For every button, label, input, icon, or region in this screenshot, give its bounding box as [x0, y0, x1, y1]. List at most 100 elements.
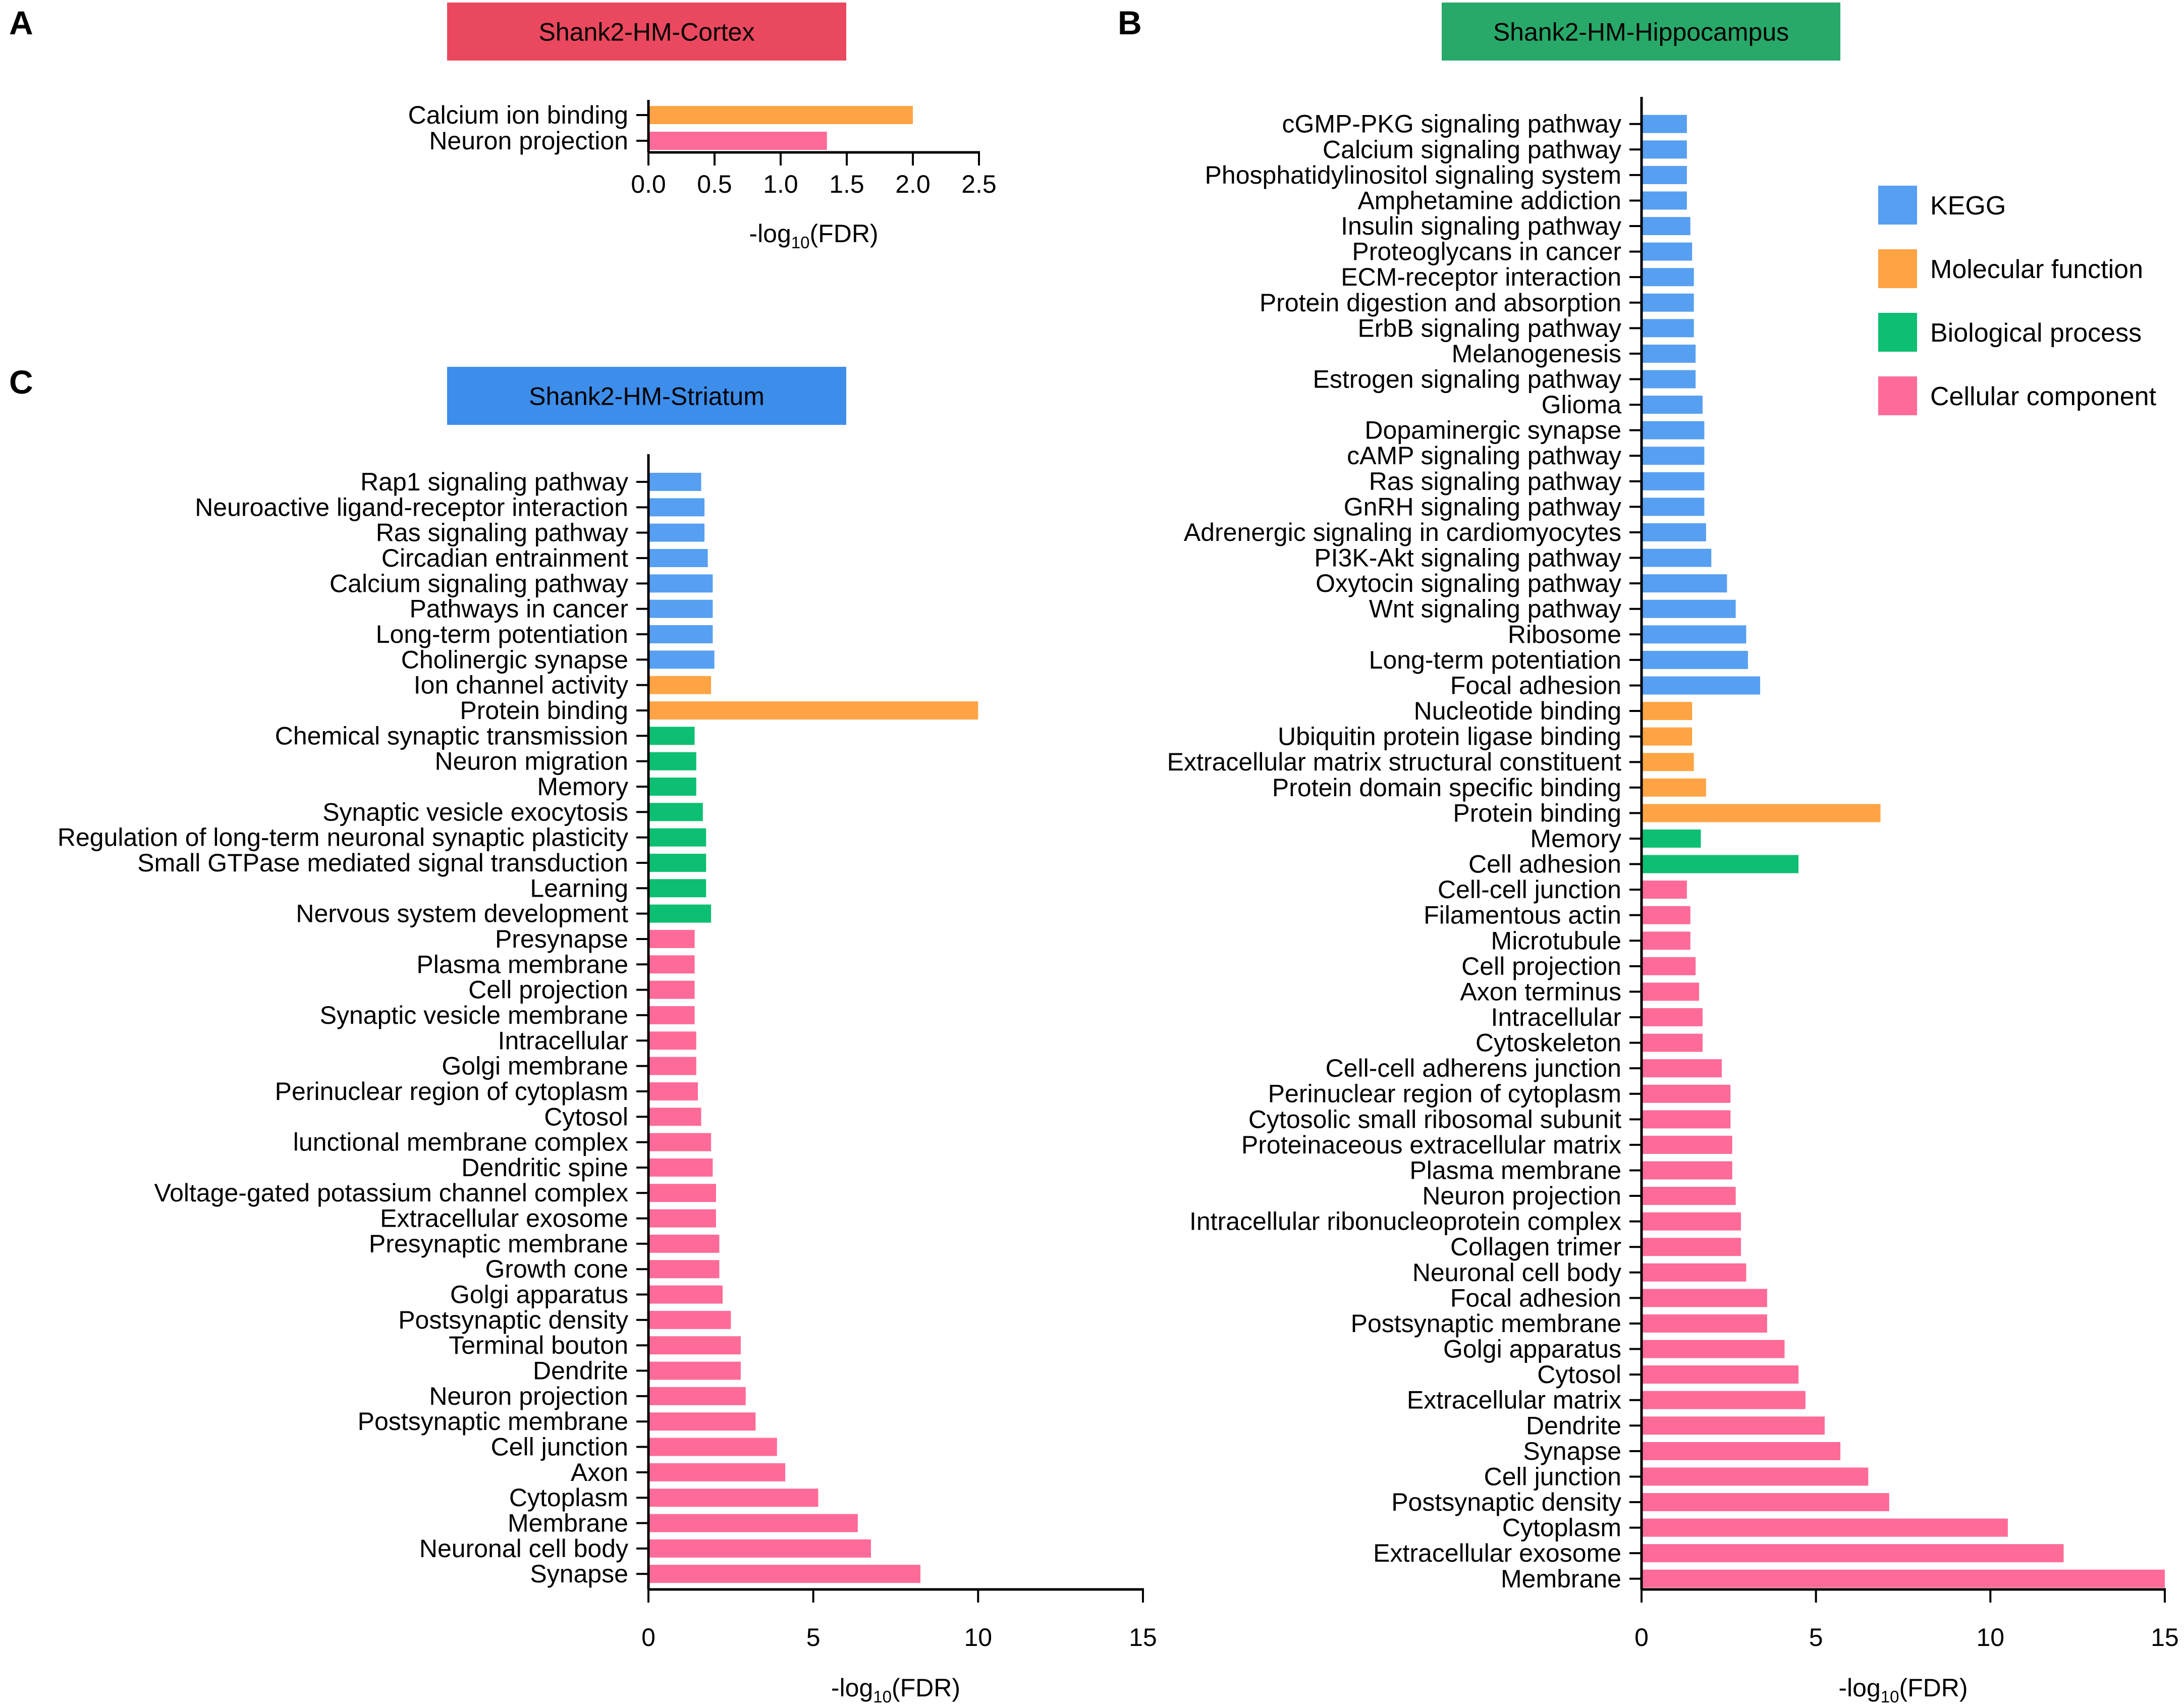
x-axis-label: -log10(FDR) — [749, 219, 878, 252]
category-label: Long-term potentiation — [376, 620, 628, 648]
bar — [648, 828, 706, 847]
category-label: Perinuclear region of cytoplasm — [275, 1077, 628, 1106]
bar — [1642, 242, 1692, 261]
panel-title-box — [447, 3, 846, 61]
bar — [1642, 370, 1696, 389]
category-label: Perinuclear region of cytoplasm — [1268, 1080, 1621, 1108]
category-label: Cell junction — [1484, 1462, 1621, 1491]
panel-a: A Shank2-HM-Cortex Calcium ion bindingNeur… — [9, 3, 997, 252]
category-label: Pathways in cancer — [409, 595, 628, 623]
bar — [648, 853, 706, 872]
legend-swatch — [1878, 313, 1917, 352]
bar — [1642, 778, 1706, 797]
legend-label: Cellular component — [1930, 382, 2157, 411]
category-label: Adrenergic signaling in cardiomyocytes — [1184, 518, 1621, 546]
panel-b: B Shank2-HM-Hippocampus cGMP-PKG signaling… — [1118, 3, 2179, 1706]
category-label: Intracellular — [498, 1026, 628, 1055]
category-label: Nucleotide binding — [1414, 697, 1621, 725]
category-label: Calcium signaling pathway — [330, 569, 628, 597]
panel-letter: B — [1118, 4, 1142, 41]
category-label: Nervous system development — [296, 900, 628, 928]
bar — [1642, 1391, 1806, 1409]
x-tick-label: 0.5 — [697, 170, 732, 198]
category-label: Memory — [537, 773, 628, 801]
bar — [1642, 115, 1687, 133]
panel-title: Shank2-HM-Striatum — [529, 382, 765, 411]
category-label: Axon terminus — [1460, 977, 1621, 1006]
category-label: Focal adhesion — [1450, 671, 1621, 699]
category-label: Extracellular exosome — [1373, 1539, 1621, 1567]
x-axis-label-base: -log — [1838, 1674, 1880, 1702]
bar — [1642, 1416, 1825, 1435]
bar — [648, 498, 705, 517]
bar — [1642, 1518, 2008, 1537]
x-tick-label: 15 — [1129, 1623, 1157, 1651]
bar — [648, 1514, 858, 1532]
legend-swatch — [1878, 376, 1917, 415]
category-label: Neuron projection — [429, 1382, 628, 1410]
x-tick-label: 15 — [2151, 1623, 2179, 1651]
x-tick-label: 0 — [641, 1623, 656, 1651]
category-label: Melanogenesis — [1452, 340, 1621, 368]
category-label: Calcium ion binding — [408, 101, 628, 129]
x-tick-label: 1.5 — [829, 170, 864, 198]
legend-swatch — [1878, 249, 1917, 288]
x-tick-label: 10 — [1976, 1623, 2004, 1651]
category-label: Oxytocin signaling pathway — [1316, 569, 1621, 597]
bar — [1642, 804, 1881, 822]
bar — [648, 1260, 720, 1279]
bar — [648, 777, 696, 796]
category-label: Calcium signaling pathway — [1323, 135, 1621, 163]
category-label: Regulation of long-term neuronal synapti… — [58, 823, 628, 852]
bar — [1642, 957, 1696, 975]
category-label: Cytoplasm — [509, 1483, 628, 1512]
category-label: Golgi membrane — [442, 1052, 628, 1080]
x-tick-label: 1.0 — [763, 170, 798, 198]
category-label: Chemical synaptic transmission — [275, 722, 628, 750]
category-label: Cell adhesion — [1468, 850, 1621, 878]
x-axis-label-tail: (FDR) — [892, 1674, 960, 1702]
category-label: Ubiquitin protein ligase binding — [1278, 723, 1621, 751]
bar — [648, 132, 827, 150]
category-label: Extracellular matrix structural constitu… — [1167, 748, 1621, 776]
x-axis-label: -log10(FDR) — [831, 1674, 960, 1706]
bar — [648, 574, 713, 593]
bar — [648, 1463, 786, 1481]
bar — [648, 1006, 695, 1024]
bar — [1642, 650, 1748, 669]
bar — [648, 625, 713, 643]
bar — [1642, 931, 1690, 950]
bar — [1642, 1493, 1889, 1512]
legend-label: Molecular function — [1930, 255, 2143, 284]
x-tick-label: 0 — [1634, 1623, 1649, 1651]
bar — [648, 106, 913, 124]
category-label: Axon — [571, 1458, 628, 1486]
bar — [648, 1184, 716, 1202]
bar — [648, 1133, 712, 1151]
bar — [1642, 191, 1687, 210]
category-label: Neuron projection — [1422, 1182, 1621, 1210]
bar — [648, 803, 703, 821]
bar — [1642, 344, 1696, 363]
bar — [1642, 472, 1705, 490]
bar — [1642, 829, 1701, 848]
category-label: Cytosolic small ribosomal subunit — [1248, 1105, 1621, 1133]
category-label: Synapse — [530, 1560, 628, 1588]
bar — [648, 650, 715, 669]
category-label: Protein domain specific binding — [1272, 774, 1621, 802]
category-label: Synapse — [1523, 1437, 1621, 1465]
category-label: Ion channel activity — [414, 671, 628, 699]
bar — [1642, 548, 1712, 567]
category-label: Presynaptic membrane — [369, 1230, 628, 1258]
bar — [1642, 1110, 1731, 1129]
category-label: Phosphatidylinositol signaling system — [1205, 161, 1621, 189]
bar — [1642, 498, 1705, 516]
bar — [648, 473, 701, 491]
bar — [1642, 753, 1694, 772]
category-label: Neuroactive ligand-receptor interaction — [195, 493, 628, 521]
bar — [648, 676, 712, 694]
bar — [648, 929, 695, 948]
panel-title: Shank2-HM-Cortex — [539, 18, 755, 46]
category-label: Rap1 signaling pathway — [360, 468, 628, 496]
x-axis-label-tail: (FDR) — [810, 219, 879, 248]
